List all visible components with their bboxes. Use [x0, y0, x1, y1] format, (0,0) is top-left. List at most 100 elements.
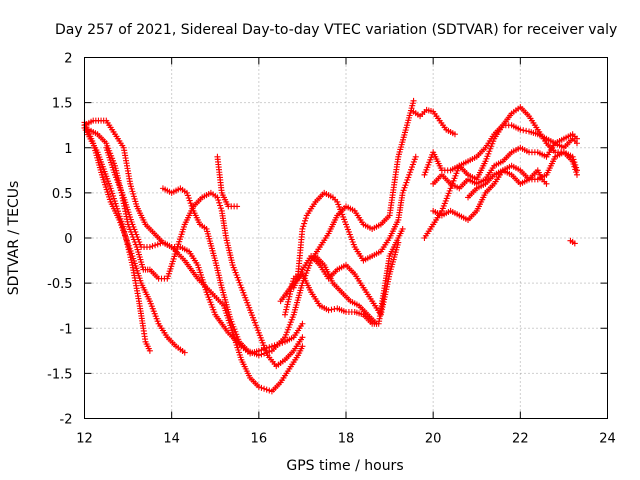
x-tick-label: 18 [338, 432, 355, 447]
data-point [149, 243, 156, 250]
data-point [406, 171, 413, 178]
data-point [186, 197, 193, 204]
series-arc-3 [81, 117, 306, 357]
data-point [216, 199, 223, 206]
data-point [299, 320, 306, 327]
data-point [121, 229, 128, 236]
y-tick-label: 0.5 [52, 187, 73, 202]
data-point [373, 320, 380, 327]
data-point [285, 298, 292, 305]
series-trace [105, 147, 303, 393]
data-point [399, 225, 406, 232]
data-point [573, 169, 580, 176]
data-point [117, 219, 124, 226]
data-point [116, 216, 123, 223]
data-point [412, 153, 419, 160]
x-tick-label: 12 [76, 432, 93, 447]
data-point [523, 127, 530, 134]
x-tick-label: 14 [163, 432, 180, 447]
plot-area [81, 97, 580, 395]
data-point [214, 194, 221, 201]
data-point [258, 384, 265, 391]
data-point [183, 189, 190, 196]
series-arc-11 [312, 253, 380, 327]
data-point [328, 306, 335, 313]
data-point [123, 237, 130, 244]
y-tick-label: -1 [60, 322, 73, 337]
data-point [300, 223, 307, 230]
series-arc-10 [277, 225, 406, 327]
data-point [571, 163, 578, 170]
data-point [299, 343, 306, 350]
data-point [520, 127, 527, 134]
data-point [261, 350, 268, 357]
data-point [189, 205, 196, 212]
data-point [299, 225, 306, 232]
y-tick-label: -1.5 [47, 367, 72, 382]
data-point [258, 351, 265, 358]
series-arc-14 [421, 122, 580, 241]
data-point [217, 202, 224, 209]
data-point [286, 293, 293, 300]
data-point [282, 309, 289, 316]
data-point [404, 176, 411, 183]
data-point [302, 215, 309, 222]
data-point [127, 247, 134, 254]
data-point [403, 179, 410, 186]
data-point [119, 224, 126, 231]
series-arc-1 [81, 124, 153, 354]
data-point [154, 241, 161, 248]
data-point [126, 245, 133, 252]
y-axis-title: SDTVAR / TECUs [6, 181, 22, 296]
y-tick-label: 1.5 [52, 97, 73, 112]
x-axis-title: GPS time / hours [286, 458, 403, 474]
data-point [570, 160, 577, 167]
grid [84, 57, 608, 419]
series-arc-17 [465, 167, 550, 201]
data-point [263, 386, 270, 393]
data-point [281, 311, 288, 318]
data-point [255, 383, 262, 390]
y-tick-label: -0.5 [47, 277, 72, 292]
x-tick-label: 16 [251, 432, 268, 447]
data-point [152, 242, 159, 249]
data-point [302, 217, 309, 224]
data-point [184, 192, 191, 199]
data-point [266, 387, 273, 394]
data-point [146, 244, 153, 251]
data-point [402, 182, 409, 189]
data-point [301, 220, 308, 227]
series-arc-15 [430, 131, 580, 192]
data-point [215, 197, 222, 204]
data-point [187, 200, 194, 207]
plot-frame [84, 57, 608, 419]
series-arc-2 [81, 119, 188, 356]
chart-title: Day 257 of 2021, Sidereal Day-to-day VTE… [55, 22, 617, 38]
data-point [331, 305, 338, 312]
data-point [410, 158, 417, 165]
data-point [573, 135, 580, 142]
data-point [284, 301, 291, 308]
data-point [122, 235, 129, 241]
data-point [409, 161, 416, 168]
y-tick-label: -2 [60, 413, 73, 428]
data-point [411, 156, 418, 163]
data-point [283, 306, 290, 313]
data-point [120, 227, 127, 234]
data-point [325, 307, 332, 314]
series-arc-7 [214, 153, 241, 210]
data-point [188, 202, 195, 209]
data-point [285, 296, 292, 303]
series-trace [84, 120, 303, 355]
series-arc-18 [567, 237, 578, 247]
data-point [128, 250, 135, 257]
data-point [261, 385, 268, 392]
y-tick-label: 2 [64, 52, 72, 67]
series-arc-8 [281, 153, 419, 318]
data-point [408, 166, 415, 173]
y-tick-label: 1 [64, 142, 72, 157]
data-point [405, 174, 412, 181]
data-point [125, 242, 132, 249]
data-point [399, 189, 406, 196]
